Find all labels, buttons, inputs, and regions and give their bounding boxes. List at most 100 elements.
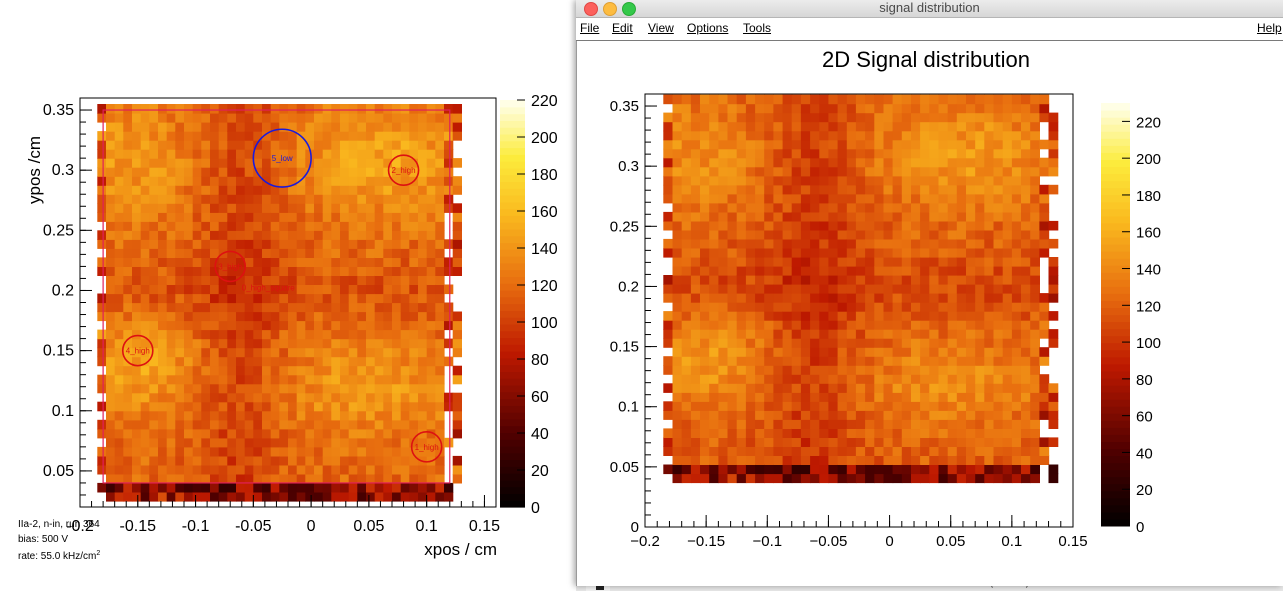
heatmap-cell <box>418 149 428 159</box>
heatmap-cell <box>993 202 1004 213</box>
heatmap-cell <box>374 347 384 358</box>
heatmap-cell <box>322 257 332 267</box>
heatmap-cell <box>947 275 958 285</box>
signal-distribution-window[interactable]: signal distribution File Edit View Optio… <box>576 0 1283 586</box>
heatmap-cell <box>681 356 692 366</box>
heatmap-cell <box>911 238 921 249</box>
heatmap-cell <box>262 311 272 322</box>
heatmap-cell <box>865 329 875 339</box>
heatmap-cell <box>305 149 315 159</box>
heatmap-cell <box>837 338 848 348</box>
heatmap-cell <box>244 266 254 276</box>
heatmap-cell <box>262 455 272 466</box>
heatmap-cell <box>132 140 142 150</box>
heatmap-cell <box>690 356 701 366</box>
heatmap-cell <box>149 239 159 249</box>
heatmap-cell <box>158 419 168 430</box>
heatmap-cell <box>288 410 298 421</box>
heatmap-cell <box>357 302 367 313</box>
heatmap-cell <box>218 383 228 394</box>
heatmap-cell <box>227 492 237 502</box>
heatmap-cell <box>435 230 445 240</box>
heatmap-cell <box>452 464 462 475</box>
heatmap-cell <box>984 193 995 204</box>
heatmap-cell <box>718 275 729 285</box>
heatmap-cell <box>764 293 774 303</box>
menu-options[interactable]: Options <box>687 21 729 35</box>
heatmap-cell <box>773 338 784 348</box>
colorbar-segment <box>500 289 525 298</box>
heatmap-cell <box>709 139 719 150</box>
menu-edit[interactable]: Edit <box>612 21 633 35</box>
menu-view[interactable]: View <box>648 21 674 35</box>
heatmap-cell <box>227 374 237 385</box>
heatmap-cell <box>755 112 765 123</box>
heatmap-cell <box>810 275 820 285</box>
heatmap-cell <box>837 112 848 123</box>
x-tick-label: 0 <box>307 518 316 535</box>
heatmap-cell <box>392 428 402 439</box>
heatmap-cell <box>305 194 315 204</box>
heatmap-cell <box>296 149 306 159</box>
heatmap-cell <box>672 284 683 294</box>
root-canvas[interactable]: 2D Signal distribution −0.2 −0.15 −0.1 −0.0… <box>576 41 1283 586</box>
heatmap-cell <box>993 347 1004 357</box>
heatmap-cell <box>975 139 985 150</box>
heatmap-cell <box>392 140 402 150</box>
window-titlebar[interactable]: signal distribution <box>576 0 1283 18</box>
heatmap-cell <box>383 374 393 385</box>
heatmap-cell <box>348 221 358 231</box>
heatmap-cell <box>1002 148 1013 159</box>
heatmap-cell <box>418 492 428 502</box>
heatmap-cell <box>709 257 719 267</box>
heatmap-cell <box>956 284 967 294</box>
heatmap-cell <box>366 293 376 304</box>
heatmap-cell <box>773 130 784 141</box>
heatmap-cell <box>938 121 949 132</box>
heatmap-cell <box>810 329 820 339</box>
heatmap-cell <box>175 311 185 322</box>
heatmap-cell <box>911 419 921 429</box>
heatmap-cell <box>166 419 176 430</box>
heatmap-cell <box>745 428 756 438</box>
heatmap-cell <box>262 140 272 150</box>
heatmap-cell <box>253 329 263 340</box>
heatmap-cell <box>938 238 949 249</box>
heatmap-cell <box>920 383 930 393</box>
maximize-window-button[interactable] <box>622 2 636 16</box>
heatmap-cell <box>270 212 280 222</box>
heatmap-cell <box>236 266 246 276</box>
heatmap-cell <box>929 383 940 393</box>
heatmap-cell <box>681 148 692 159</box>
heatmap-cell <box>123 230 133 240</box>
heatmap-cell <box>296 221 306 231</box>
minimize-window-button[interactable] <box>603 2 617 16</box>
heatmap-cell <box>874 320 885 330</box>
heatmap-cell <box>97 428 107 439</box>
heatmap-cell <box>166 167 176 177</box>
heatmap-cell <box>184 113 194 123</box>
menu-tools[interactable]: Tools <box>743 21 772 35</box>
heatmap-cell <box>227 113 237 123</box>
heatmap-cell <box>883 455 894 465</box>
heatmap-cell <box>892 211 903 222</box>
heatmap-cell <box>901 94 912 105</box>
heatmap-cell <box>718 175 729 186</box>
heatmap-cell <box>892 266 903 276</box>
heatmap-cell <box>782 184 793 195</box>
heatmap-cell <box>800 121 811 132</box>
y-tick-label: 0.2 <box>52 282 74 299</box>
heatmap-cell <box>279 311 289 322</box>
heatmap-cell <box>253 419 263 430</box>
heatmap-cell <box>357 492 367 502</box>
heatmap-cell <box>106 329 116 340</box>
menu-help[interactable]: Help <box>1257 21 1282 35</box>
heatmap-cell <box>262 194 272 204</box>
close-window-button[interactable] <box>584 2 598 16</box>
heatmap-cell <box>305 239 315 249</box>
heatmap-cell <box>270 266 280 276</box>
heatmap-cell <box>901 419 912 429</box>
menu-file[interactable]: File <box>580 21 600 35</box>
heatmap-cell <box>166 239 176 249</box>
heatmap-cell <box>383 194 393 204</box>
